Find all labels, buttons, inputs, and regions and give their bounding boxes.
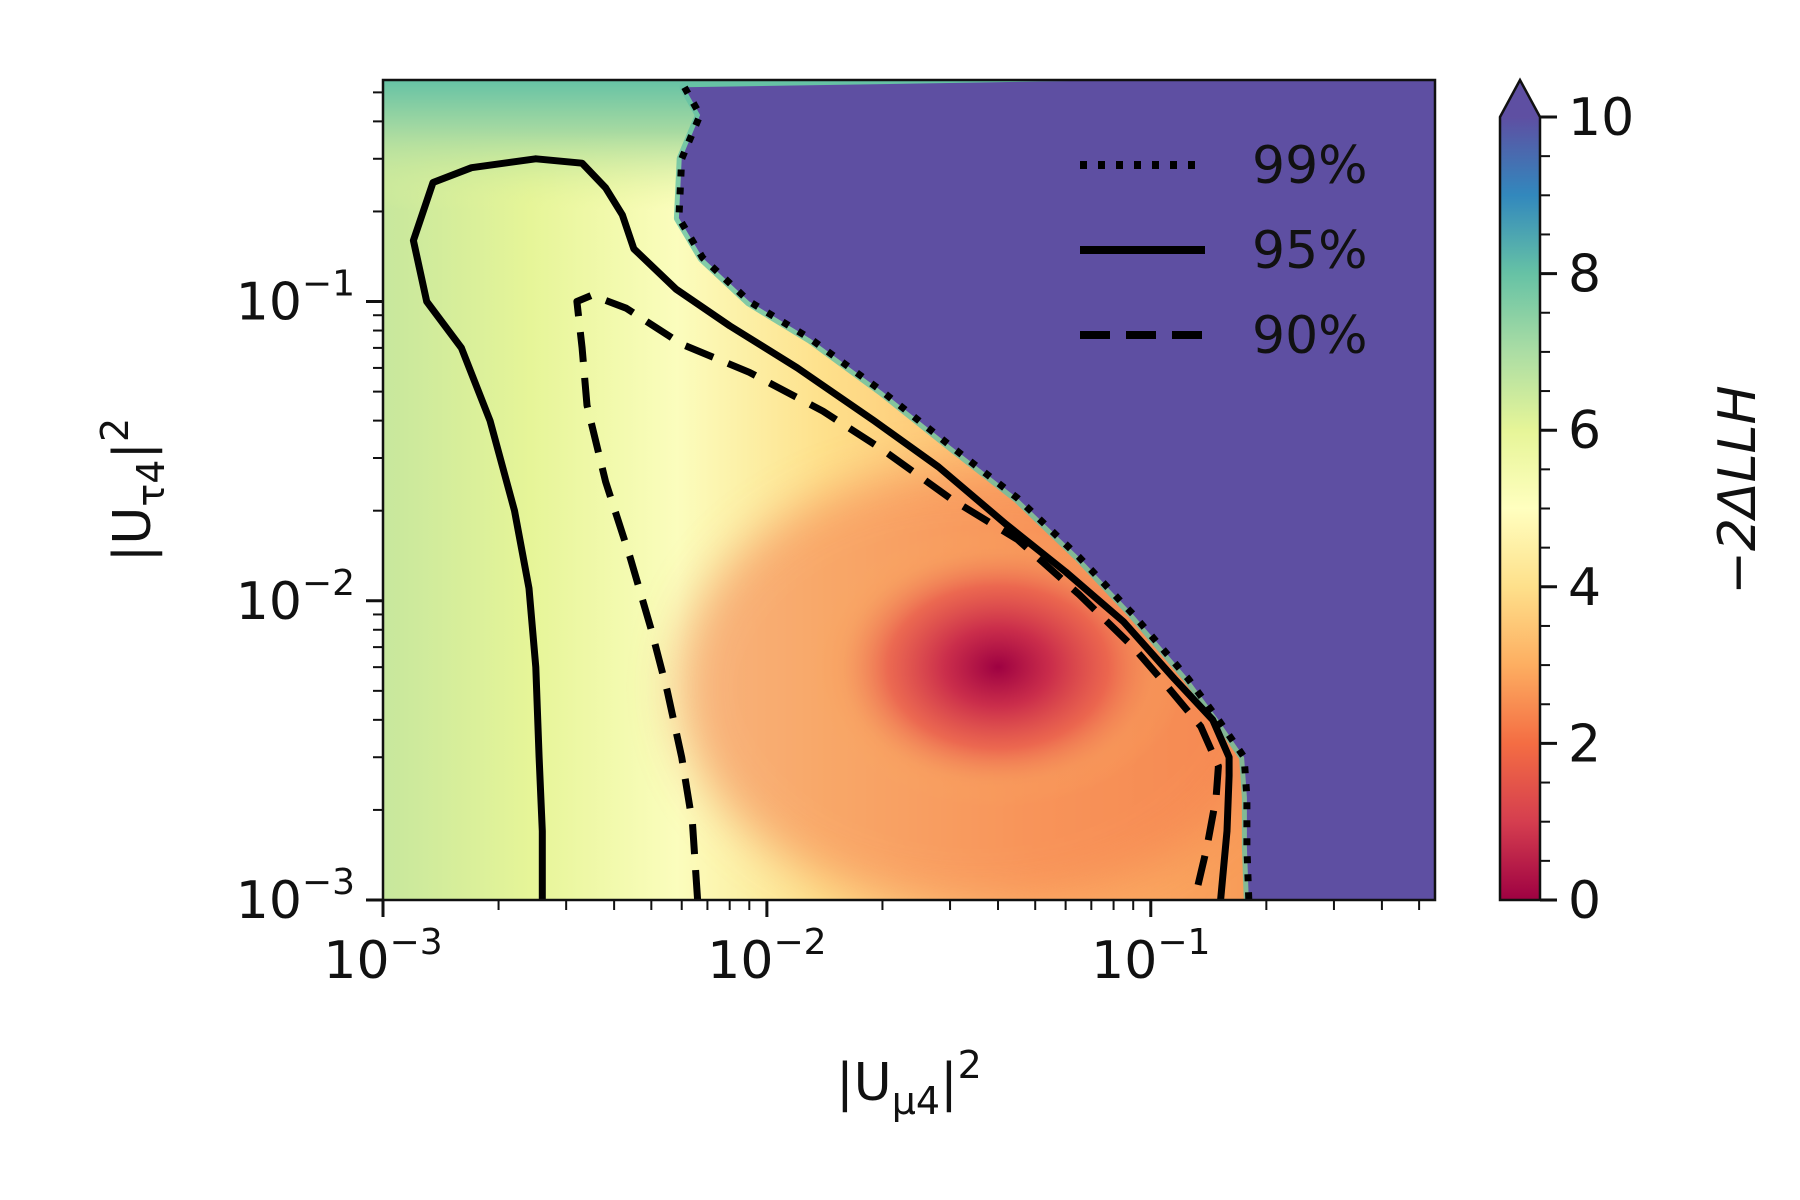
y-tick-label-base: 10: [236, 871, 302, 931]
x-axis-label: |Uμ4|2: [836, 1043, 982, 1123]
contours-layer: [409, 85, 1253, 900]
plot-frame: [381, 78, 1437, 902]
y-axis-label-sub: τ4: [129, 460, 173, 507]
x-tick-label-base: 10: [707, 931, 773, 991]
colorbar-body: [1500, 117, 1540, 900]
colorbar-tick-label: 2: [1568, 714, 1601, 774]
colorbar-tick-label: 8: [1568, 245, 1601, 305]
colorbar-extend-arrow: [1500, 80, 1540, 117]
contour-99: [675, 85, 1253, 900]
colorbar-tick-label: 0: [1568, 871, 1601, 931]
y-tick-label: 10−2: [236, 563, 355, 632]
y-tick-label: 10−1: [236, 264, 355, 333]
y-tick-label: 10−3: [236, 862, 355, 931]
y-axis-label: |Uτ4|2: [93, 418, 173, 562]
y-tick-label-base: 10: [236, 273, 302, 333]
x-tick-label-exp: −2: [773, 922, 826, 963]
y-tick-label-exp: −3: [302, 862, 355, 903]
legend-label-dotted: 99%: [1252, 136, 1368, 196]
legend-label-solid: 95%: [1252, 221, 1368, 281]
colorbar-tick-label: 4: [1568, 558, 1601, 618]
x-tick-label-exp: −3: [390, 922, 443, 963]
colorbar-label: −2ΔLLH: [1708, 385, 1768, 594]
y-tick-label-exp: −1: [302, 264, 355, 305]
colorbar-tick-label: 6: [1568, 401, 1601, 461]
colorbar: 0 2 4 6 8 10: [1498, 77, 1634, 931]
legend: 99% 95% 90%: [1080, 136, 1368, 366]
x-axis-label-sup: 2: [958, 1043, 982, 1087]
y-axis: 10−310−210−1: [236, 91, 383, 931]
y-axis-label-close: |: [103, 442, 163, 460]
y-tick-label-exp: −2: [302, 563, 355, 604]
x-tick-label: 10−2: [707, 922, 826, 991]
x-axis-label-close: |: [940, 1053, 958, 1113]
y-tick-label-base: 10: [236, 572, 302, 632]
x-axis: 10−3 10−2 10−1: [323, 900, 1421, 991]
x-tick-label: 10−1: [1091, 922, 1210, 991]
x-tick-label-base: 10: [323, 931, 389, 991]
contour-95: [409, 155, 1233, 900]
y-axis-label-sup: 2: [93, 418, 137, 442]
colorbar-outline: [1498, 77, 1542, 902]
x-tick-label-exp: −1: [1157, 922, 1210, 963]
x-tick-label-base: 10: [1091, 931, 1157, 991]
x-axis-label-sub: μ4: [892, 1079, 940, 1123]
colorbar-tick-label: 10: [1568, 88, 1634, 148]
contour-90: [573, 291, 1222, 900]
x-tick-label: 10−3: [323, 922, 442, 991]
legend-label-dashed: 90%: [1252, 306, 1368, 366]
heatmap-excluded-region: [678, 80, 1435, 900]
heatmap-layer: [383, 80, 1435, 900]
